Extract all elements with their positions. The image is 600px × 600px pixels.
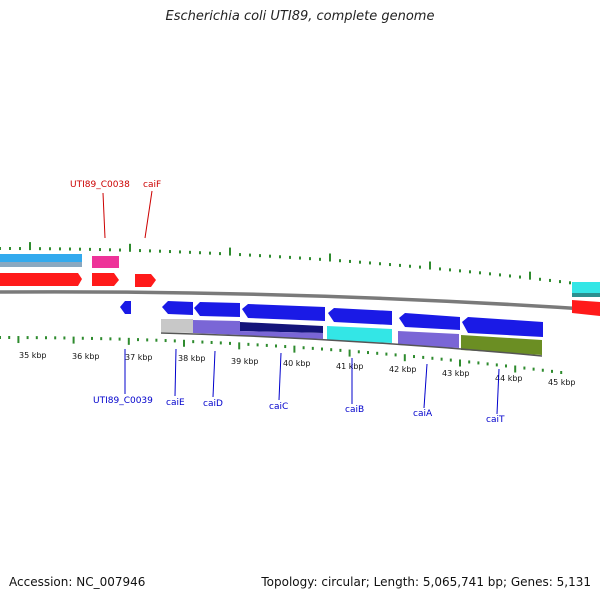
map-title: Escherichia coli UTI89, complete genome: [165, 9, 435, 24]
gene-label-top: caiF: [143, 180, 161, 190]
scale-label: 44 kbp: [495, 374, 523, 383]
outer-tick-ring: [0, 242, 600, 288]
scale-label: 35 kbp: [19, 351, 47, 360]
scale-labels: 35 kbp 36 kbp 37 kbp 38 kbp 39 kbp 40 kbp 41 k…: [19, 351, 576, 387]
gene-arrow-caiA: [399, 313, 460, 330]
feature-box-purple-2: [240, 331, 323, 339]
gene-arrow-UTI89_C0039: [120, 301, 131, 314]
scale-label: 42 kbp: [389, 365, 417, 374]
gene-arrow-red-caiF: [135, 274, 156, 287]
feature-box-purple-3: [398, 331, 459, 348]
label-leader: [102, 192, 106, 239]
scale-label: 43 kbp: [442, 369, 470, 378]
gene-label-bottom: caiE: [166, 398, 185, 408]
gene-label-bottom: caiA: [413, 409, 433, 419]
scale-label: 41 kbp: [336, 362, 364, 371]
accession-label: Accession: NC_007946: [9, 575, 146, 589]
gene-arrow-caiE: [162, 301, 193, 315]
gene-arrow-red-left: [0, 273, 82, 286]
feature-bar-right-cyan: [572, 282, 600, 294]
genome-backbone: [0, 290, 600, 312]
gene-arrow-caiD: [194, 302, 240, 317]
label-leader: [423, 363, 428, 409]
feature-bar-cyan: [0, 254, 82, 262]
gene-arrow-caiC: [242, 304, 325, 321]
feature-underline: [160, 332, 543, 357]
label-leader: [144, 190, 153, 239]
gene-arrow-red-right: [572, 300, 600, 316]
gene-arrow-caiB: [328, 308, 392, 325]
gene-label-bottom: caiC: [269, 402, 288, 412]
gene-label-bottom: UTI89_C0039: [93, 396, 153, 406]
scale-label: 39 kbp: [231, 357, 259, 366]
label-leader: [212, 350, 216, 398]
gene-label-bottom: caiD: [203, 399, 223, 409]
gene-label-bottom: caiB: [345, 405, 364, 415]
feature-box-cyan: [327, 326, 392, 343]
feature-box-navy: [240, 322, 323, 333]
feature-bar-right-teal: [572, 293, 600, 297]
scale-label: 38 kbp: [178, 354, 206, 363]
scale-label: 45 kbp: [548, 378, 576, 387]
feature-box-purple-1: [193, 320, 240, 335]
feature-bar-gray: [0, 262, 82, 267]
inner-tick-ring: [0, 336, 563, 374]
scale-label: 37 kbp: [125, 353, 153, 362]
label-leader: [174, 348, 177, 397]
gene-labels: UTI89_C0038 caiF UTI89_C0039 caiE caiD caiC ca…: [70, 180, 505, 425]
label-leader: [496, 368, 500, 415]
feature-box-gray: [161, 319, 193, 333]
scale-label: 36 kbp: [72, 352, 100, 361]
gene-label-top: UTI89_C0038: [70, 180, 130, 190]
label-leader: [278, 352, 282, 401]
genome-summary: Topology: circular; Length: 5,065,741 bp…: [261, 575, 591, 589]
gene-block-pink: [92, 256, 119, 268]
gene-label-bottom: caiT: [486, 415, 505, 425]
gene-arrow-caiT: [462, 317, 543, 337]
label-leaders: [102, 190, 500, 415]
scale-label: 40 kbp: [283, 359, 311, 368]
gene-arrow-red-2: [92, 273, 119, 286]
